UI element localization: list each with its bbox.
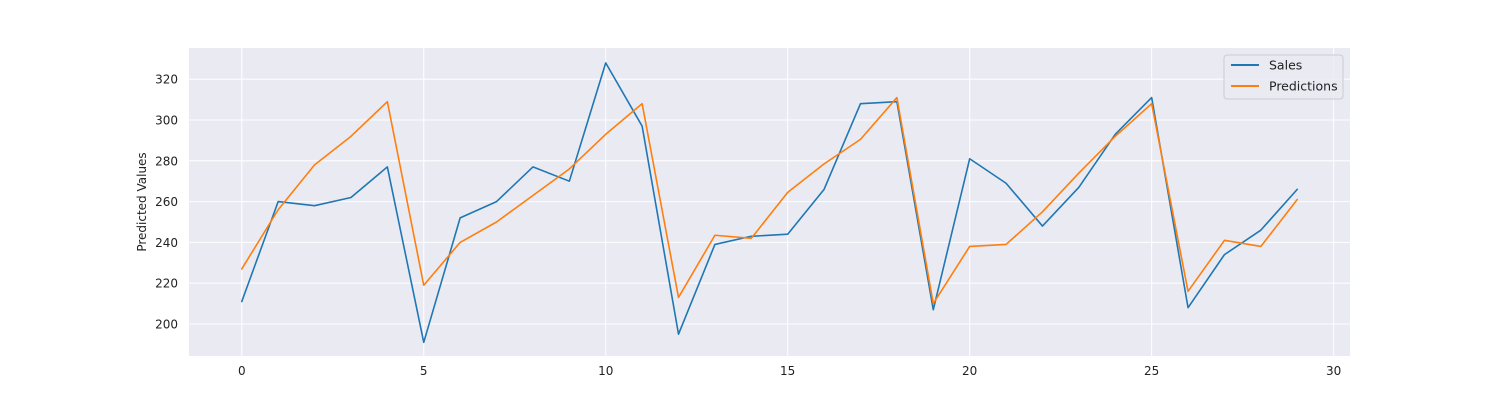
legend-label-predictions: Predictions [1269,79,1338,94]
x-tick-label: 0 [238,364,246,378]
series-lines [240,62,1299,344]
y-tick-label: 260 [155,195,178,209]
legend: Sales Predictions [1223,54,1344,100]
y-tick-label: 200 [155,317,178,331]
y-tick-label: 320 [155,73,178,87]
y-tick-label: 220 [155,277,178,291]
series-line-predictions [240,96,1299,305]
grid [189,48,1350,356]
y-tick-label: 300 [155,114,178,128]
y-tick-label: 280 [155,154,178,168]
x-axis-ticks: 0 5 10 15 20 25 30 [238,364,1341,378]
y-axis-ticks: 200 220 240 260 280 300 320 [155,73,178,332]
x-tick-label: 25 [1144,364,1159,378]
x-tick-label: 5 [420,364,428,378]
series-line-sales [240,62,1299,344]
y-axis-label: Predicted Values [135,152,149,251]
legend-label-sales: Sales [1269,58,1302,73]
x-tick-label: 15 [780,364,795,378]
x-tick-label: 10 [598,364,613,378]
y-tick-label: 240 [155,236,178,250]
x-tick-label: 20 [962,364,977,378]
x-tick-label: 30 [1326,364,1341,378]
